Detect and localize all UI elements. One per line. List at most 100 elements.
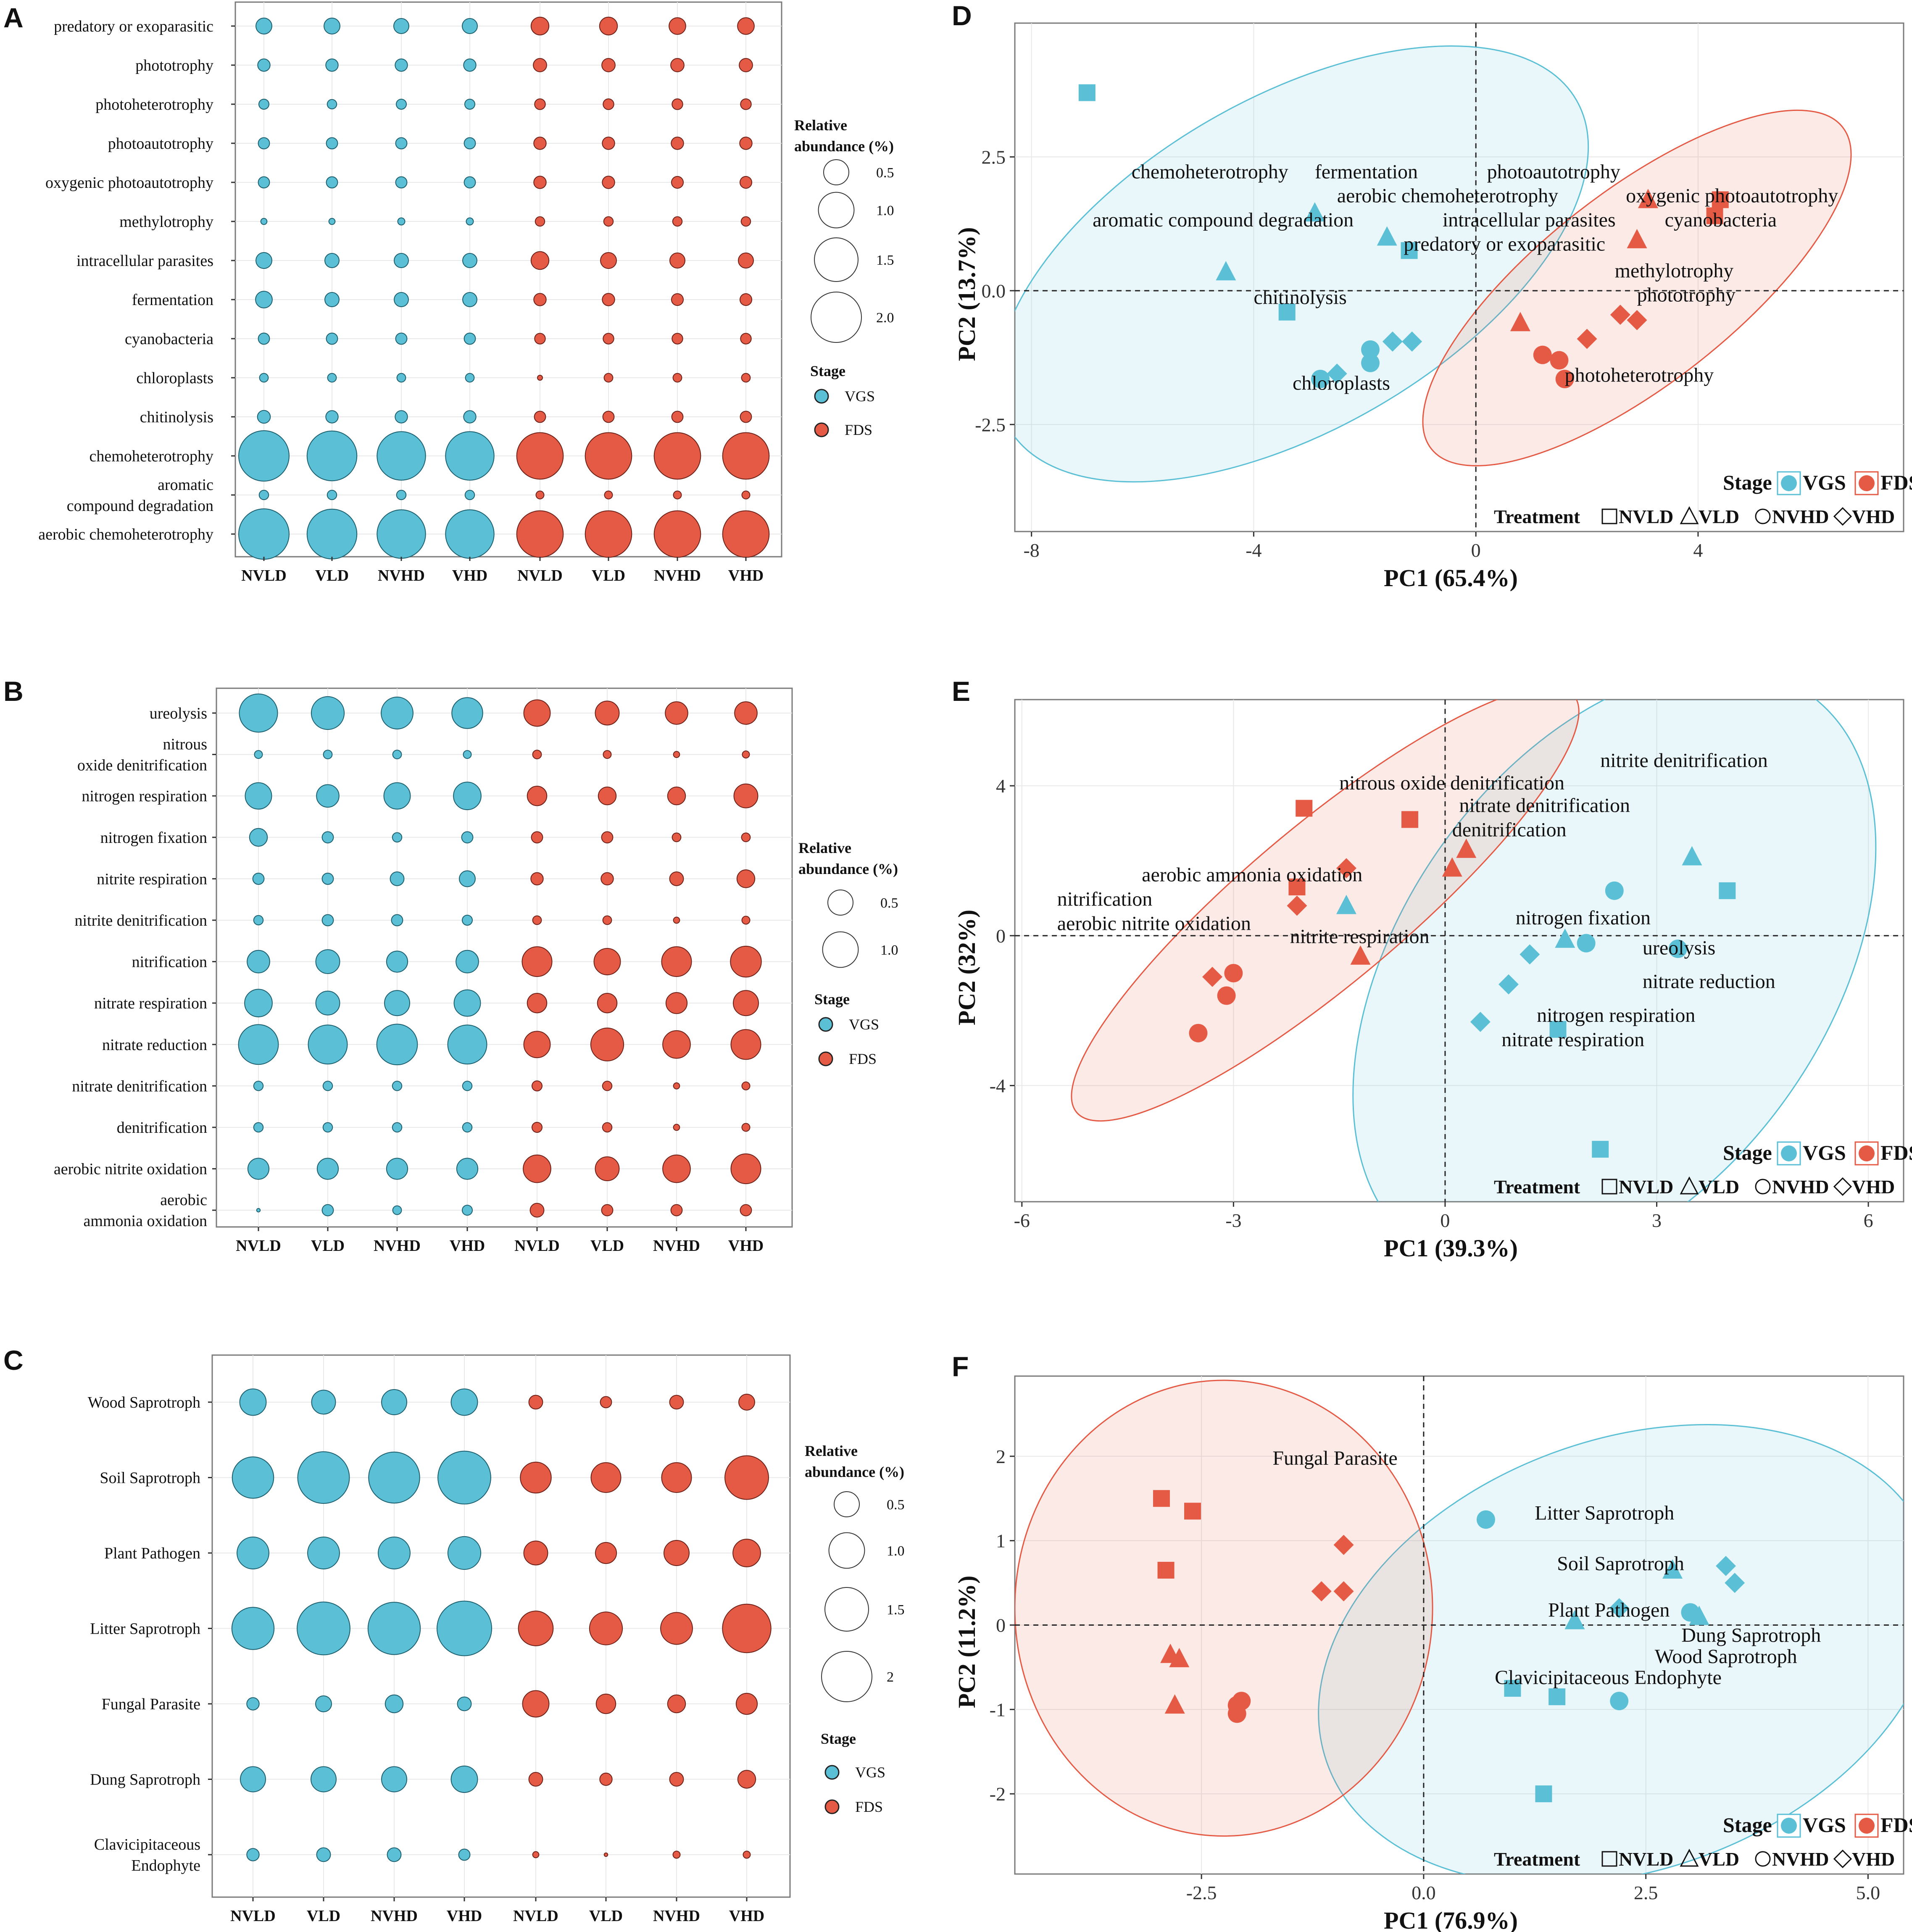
confidence-ellipse-vgs: [1318, 1424, 1904, 1874]
point-circle: [1189, 1024, 1208, 1042]
bubble: [437, 1450, 491, 1505]
size-legend: Relative abundance (%) 0.5 1.0 1.5 2 Stage VGS F…: [805, 1442, 905, 1815]
point-circle: [1476, 1510, 1495, 1529]
point-diamond: [1627, 310, 1647, 330]
legend-size-label: 1.0: [876, 203, 894, 218]
bubble: [601, 58, 616, 72]
bubble: [740, 216, 751, 227]
bubble: [735, 1692, 758, 1715]
y-axis-title: PC2 (32%): [953, 910, 980, 1025]
legend-size-circle: [822, 931, 859, 968]
bubble: [604, 490, 613, 500]
column-label: NVLD: [236, 1237, 281, 1255]
point-triangle: [1169, 1648, 1190, 1667]
bubble: [386, 950, 408, 973]
point-annotation: Clavicipitaceous Endophyte: [1495, 1666, 1722, 1689]
x-tick-label: 6: [1864, 1210, 1873, 1231]
bubble: [736, 869, 756, 888]
bubble: [590, 1027, 624, 1061]
bubble: [520, 1461, 552, 1494]
legend-treatment-label: VHD: [1852, 1848, 1895, 1870]
bubble: [740, 1204, 752, 1216]
point-annotation: nitrogen respiration: [1537, 1004, 1695, 1027]
row-label: Clavicipitaceous: [94, 1836, 200, 1853]
bubble: [602, 1081, 613, 1091]
bubble: [253, 915, 264, 926]
point-annotation: fermentation: [1315, 161, 1418, 183]
point-annotation: nitrogen fixation: [1516, 907, 1651, 929]
point-square: [1712, 191, 1729, 208]
bubble: [464, 137, 476, 150]
column-label: VLD: [307, 1907, 340, 1925]
bubble: [733, 783, 758, 808]
bubble: [297, 1601, 350, 1656]
point-annotation: nitrate reduction: [1643, 971, 1775, 993]
confidence-ellipse-vgs: [1015, 45, 1589, 483]
bubble: [322, 1081, 333, 1091]
point-diamond: [1577, 329, 1597, 349]
bubble: [245, 782, 272, 810]
bubble: [603, 216, 614, 227]
bubble: [730, 1029, 761, 1060]
bubble: [464, 332, 476, 345]
bubble: [396, 99, 407, 110]
bubble: [522, 1690, 550, 1718]
point-annotation: ureolysis: [1643, 937, 1715, 959]
point-square: [1549, 1688, 1566, 1706]
bubble: [307, 1537, 340, 1569]
bubble: [325, 58, 339, 72]
point-triangle: [1682, 846, 1702, 866]
bubble: [247, 950, 270, 974]
legend-treatment-label: VHD: [1852, 506, 1895, 527]
column-label: VLD: [315, 567, 349, 584]
point-triangle: [1350, 945, 1371, 965]
bubble: [259, 373, 269, 383]
legend-treatment-label: VLD: [1699, 506, 1739, 527]
x-tick-label: 2.5: [1634, 1882, 1658, 1903]
row-label: nitrite respiration: [97, 870, 207, 888]
bubble: [385, 1694, 404, 1714]
bubble: [599, 1772, 613, 1786]
legend-stage-label: VGS: [1803, 471, 1846, 494]
row-label: oxide denitrification: [77, 757, 207, 774]
bubble: [532, 1080, 543, 1092]
point-diamond: [1336, 858, 1356, 879]
legend-size-label: 2.0: [876, 310, 894, 326]
bubble: [739, 176, 753, 189]
bubble: [603, 333, 614, 345]
row-label: aerobic nitrite oxidation: [54, 1161, 207, 1178]
bubble: [390, 871, 405, 886]
bubble: [238, 1024, 279, 1065]
point-diamond: [1311, 1581, 1332, 1602]
bubble: [256, 1208, 261, 1213]
bubble: [392, 832, 403, 843]
y-axis-title: PC2 (13.7%): [953, 227, 980, 361]
size-legend: Relative abundance (%) 0.5 1.0 1.5 2.0 StageVG…: [794, 117, 894, 438]
bubble: [321, 872, 334, 885]
point-annotation: intracellular parasites: [1443, 209, 1616, 231]
x-axis-title: PC1 (76.9%): [1384, 1907, 1518, 1932]
bubble: [667, 1694, 686, 1714]
legend-stage-label: VGS: [1803, 1813, 1846, 1837]
bubble: [672, 98, 683, 110]
row-label: phototrophy: [135, 57, 213, 74]
bubble: [602, 915, 612, 925]
bubble: [456, 1158, 479, 1180]
bubble: [740, 98, 752, 110]
bubble: [521, 946, 553, 977]
bubble: [671, 411, 684, 423]
bubble: [327, 99, 337, 110]
legend-stage-title: Stage: [810, 363, 845, 379]
x-tick-label: -4: [1246, 540, 1261, 561]
bubble: [662, 1030, 691, 1059]
point-diamond: [1327, 363, 1347, 384]
bubble: [672, 373, 682, 383]
column-label: NVHD: [654, 567, 701, 584]
bubble: [321, 831, 334, 844]
row-label: Dung Saprotroph: [90, 1771, 200, 1789]
point-annotation: chloroplasts: [1293, 372, 1390, 394]
legend-size-circle: [827, 890, 853, 916]
point-circle: [1217, 986, 1236, 1005]
point-diamond: [1333, 1535, 1354, 1555]
